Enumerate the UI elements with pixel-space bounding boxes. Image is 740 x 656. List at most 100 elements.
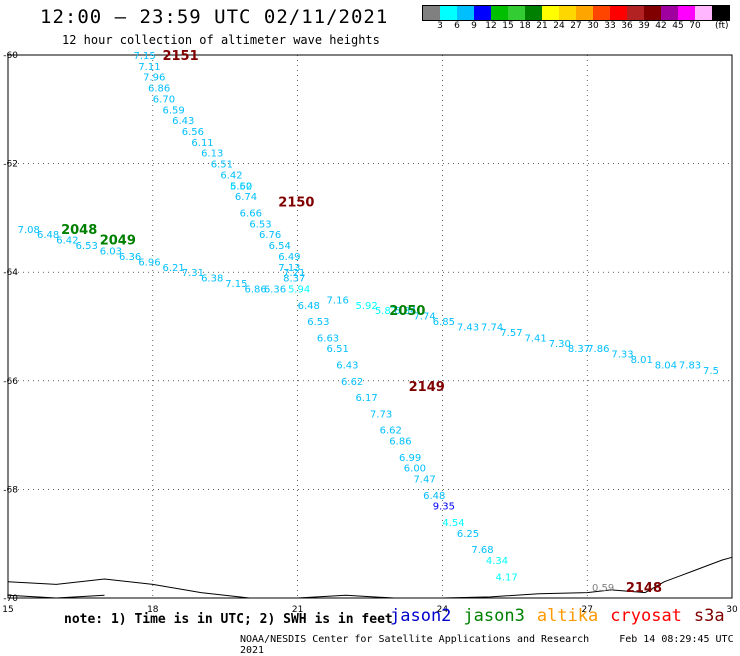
color-scale-tick: 42 bbox=[655, 21, 667, 31]
swh-value: 6.62 bbox=[380, 426, 402, 437]
swh-value: 7.08 bbox=[18, 225, 40, 236]
color-scale-tick: 6 bbox=[454, 21, 460, 31]
swh-value: 6.86 bbox=[148, 84, 170, 95]
swh-value: 7.47 bbox=[413, 475, 435, 486]
credit-text: NOAA/NESDIS Center for Satellite Applica… bbox=[240, 634, 590, 645]
swh-value: 7.86 bbox=[587, 344, 609, 355]
color-scale-unit: (ft) bbox=[715, 21, 729, 31]
swh-value: 7.83 bbox=[679, 361, 701, 372]
color-swatch bbox=[576, 6, 593, 20]
swh-value: 7.30 bbox=[549, 339, 571, 350]
coastline-secondary bbox=[7, 594, 105, 599]
swh-value: 6.86 bbox=[245, 284, 267, 295]
swh-value: 6.17 bbox=[356, 393, 378, 404]
swh-value: 6.13 bbox=[201, 149, 223, 160]
swh-value: 6.53 bbox=[249, 219, 271, 230]
swh-value: 6.74 bbox=[235, 192, 257, 203]
swh-value: 6.00 bbox=[404, 464, 426, 475]
track-id-label: 2151 bbox=[162, 49, 198, 64]
satellite-legend-item: s3a bbox=[693, 606, 725, 626]
swh-value: 4.54 bbox=[442, 518, 464, 529]
color-scale-tick: 15 bbox=[502, 21, 514, 31]
lon-tick-label: 18 bbox=[147, 605, 159, 615]
lat-tick-label: -70 bbox=[3, 594, 18, 604]
color-swatch bbox=[712, 6, 729, 20]
color-swatch bbox=[423, 6, 440, 20]
color-scale-tick: 18 bbox=[519, 21, 531, 31]
color-scale-tick: 30 bbox=[587, 21, 599, 31]
swh-value: 7.21 bbox=[283, 268, 305, 279]
track-id-label: 2049 bbox=[100, 234, 136, 249]
swh-value: 6.66 bbox=[240, 208, 262, 219]
lat-tick-label: -66 bbox=[3, 377, 18, 387]
swh-value: 6.84 bbox=[394, 306, 416, 317]
satellite-legend-item: jason3 bbox=[463, 606, 525, 626]
swh-value: 8.04 bbox=[655, 361, 677, 372]
swh-value: 8.37 bbox=[283, 274, 305, 285]
swh-value: 7.68 bbox=[471, 545, 493, 556]
swh-value: 7.5 bbox=[703, 366, 719, 377]
swh-value: 6.85 bbox=[433, 317, 455, 328]
swh-value: 6.51 bbox=[327, 344, 349, 355]
color-scale-tick: 3 bbox=[437, 21, 443, 31]
swh-value: 7.74 bbox=[481, 323, 503, 334]
color-swatch bbox=[474, 6, 491, 20]
color-swatch bbox=[508, 6, 525, 20]
color-swatch bbox=[440, 6, 457, 20]
swh-value: 7.31 bbox=[182, 268, 204, 279]
color-swatch bbox=[559, 6, 576, 20]
swh-value: 8.37 bbox=[568, 344, 590, 355]
color-scale-tick: 12 bbox=[485, 21, 497, 31]
color-scale-labels: 3 6 9 12 15 18 21 24 27 30 33 36 39 42 45 70 bbox=[422, 21, 740, 33]
swh-value: 7.11 bbox=[138, 62, 160, 73]
swh-value: 7.16 bbox=[327, 295, 349, 306]
color-swatch bbox=[542, 6, 559, 20]
coastline bbox=[7, 556, 733, 599]
color-swatch bbox=[695, 6, 712, 20]
swh-value: 5.94 bbox=[288, 284, 310, 295]
swh-value: 6.86 bbox=[389, 437, 411, 448]
lon-tick-label: 24 bbox=[437, 605, 449, 615]
swh-value: 4.34 bbox=[486, 556, 508, 567]
color-swatch bbox=[525, 6, 542, 20]
swh-value: 7.13 bbox=[278, 263, 300, 274]
swh-value: 6.48 bbox=[37, 230, 59, 241]
color-scale-tick: 70 bbox=[689, 21, 701, 31]
lon-tick-label: 21 bbox=[292, 605, 303, 615]
color-swatch bbox=[678, 6, 695, 20]
swh-value: 4.17 bbox=[495, 572, 517, 583]
swh-value: 7.33 bbox=[611, 350, 633, 361]
swh-value: 6.25 bbox=[457, 529, 479, 540]
color-swatch bbox=[491, 6, 508, 20]
credit-line: NOAA/NESDIS Center for Satellite Applica… bbox=[240, 634, 740, 656]
swh-value: 6.76 bbox=[259, 230, 281, 241]
swh-value: 6.48 bbox=[423, 491, 445, 502]
color-scale-tick: 39 bbox=[638, 21, 650, 31]
swh-value: 7.41 bbox=[524, 333, 546, 344]
swh-value: 6.43 bbox=[172, 116, 194, 127]
color-scale-bar bbox=[422, 5, 730, 21]
swh-value: 7.74 bbox=[413, 312, 435, 323]
lon-tick-label: 30 bbox=[726, 605, 738, 615]
swh-value: 7.15 bbox=[133, 51, 155, 62]
swh-value: 6.21 bbox=[162, 263, 184, 274]
swh-value: 0.59 bbox=[592, 583, 614, 594]
satellite-legend-item: altika bbox=[536, 606, 599, 626]
color-scale-tick: 24 bbox=[553, 21, 565, 31]
lon-tick-label: 15 bbox=[2, 605, 13, 615]
swh-value: 6.96 bbox=[138, 257, 160, 268]
color-scale-tick: 36 bbox=[621, 21, 633, 31]
swh-value: 8.01 bbox=[631, 355, 653, 366]
swh-value: 6.62 bbox=[341, 377, 363, 388]
swh-value: 6.11 bbox=[191, 138, 213, 149]
swh-value: 6.63 bbox=[317, 333, 339, 344]
swh-value: 6.70 bbox=[153, 94, 175, 105]
color-swatch bbox=[593, 6, 610, 20]
swh-value: 9.35 bbox=[433, 502, 455, 513]
color-swatch bbox=[457, 6, 474, 20]
track-id-label: 2148 bbox=[626, 581, 662, 596]
color-swatch bbox=[610, 6, 627, 20]
color-scale-tick: 9 bbox=[471, 21, 477, 31]
swh-value: 6.49 bbox=[278, 252, 300, 263]
